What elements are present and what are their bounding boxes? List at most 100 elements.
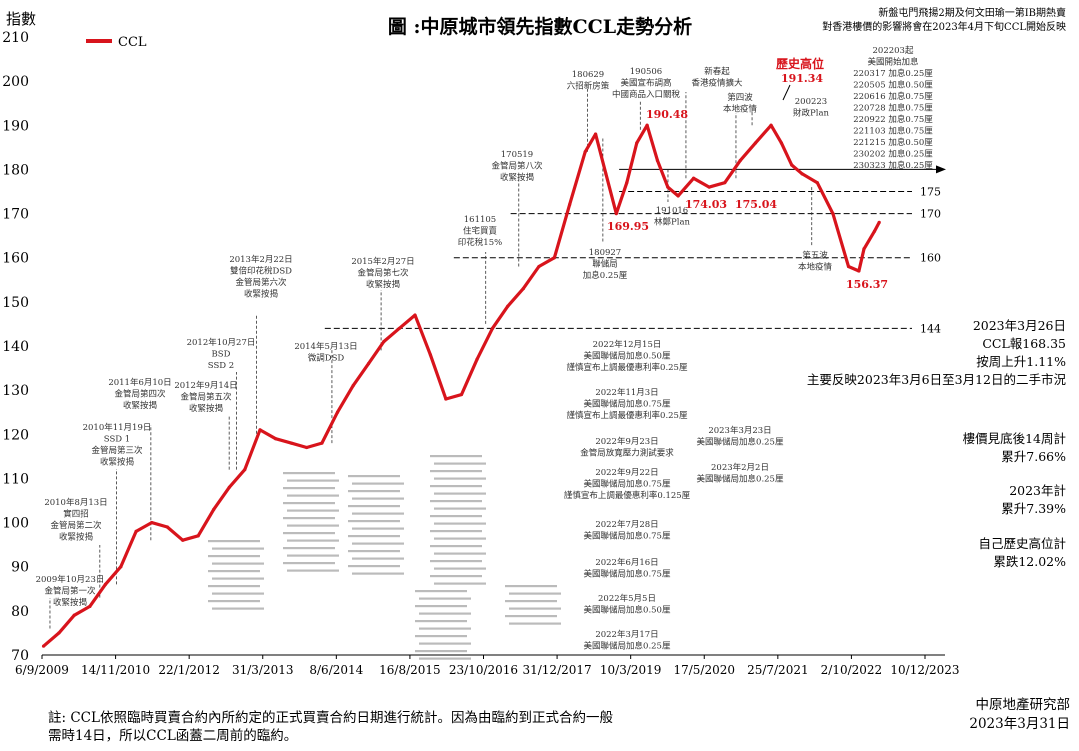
minor-annotation-line: [415, 620, 467, 623]
annotation-text: 印花稅15%: [458, 237, 502, 248]
minor-annotation-line: [208, 570, 260, 573]
minor-annotation-line: [208, 585, 260, 588]
y-tick-label: 70: [11, 648, 29, 664]
annotation-text: 金管局第四次: [114, 389, 166, 400]
annotation-text: 謹慎宣布上調最優惠利率0.25厘: [567, 410, 688, 421]
annotation-text: 170519: [501, 150, 533, 160]
x-tick-label: 22/1/2012: [158, 663, 220, 677]
peak-label: 歷史高位: [776, 56, 824, 71]
annotation-text: 2022年11月3日: [595, 387, 658, 398]
annotation-text: 六招新房策: [567, 81, 610, 92]
minor-annotation-line: [430, 545, 482, 548]
ccl-data-point: [707, 185, 711, 189]
value-label: 156.37: [846, 278, 888, 291]
annotation-text: 收緊按揭: [59, 532, 94, 543]
x-tick-label: 10/12/2023: [890, 663, 959, 677]
reference-line-label: 175: [920, 186, 941, 199]
annotation-text: 新春起: [704, 66, 730, 77]
minor-annotation-line: [283, 562, 335, 565]
minor-annotation-line: [348, 505, 400, 508]
minor-annotation-line: [287, 509, 339, 512]
side-note-text: 累升7.66%: [1001, 449, 1066, 464]
y-tick-label: 140: [2, 339, 29, 355]
ccl-data-point: [676, 194, 680, 198]
annotation-text: 收緊按揭: [123, 400, 158, 411]
annotation-text: 本地疫情: [723, 104, 758, 115]
minor-annotation-line: [434, 462, 486, 465]
annotation-text: 230323 加息0.25厘: [853, 160, 933, 171]
minor-annotation-line: [434, 552, 486, 555]
annotation-text: 美國聯儲局加息0.25厘: [697, 474, 784, 485]
minor-annotation-line: [348, 490, 400, 493]
minor-annotation-line: [352, 557, 404, 560]
annotation-text: 美國開始加息: [867, 57, 919, 68]
annotation-text: 香港疫情擴大: [691, 78, 743, 89]
y-tick-label: 120: [2, 427, 29, 443]
ccl-data-point: [490, 326, 495, 330]
ccl-data-point: [150, 520, 154, 525]
minor-annotation-line: [283, 547, 335, 550]
ccl-data-point: [583, 150, 587, 154]
annotation-text: 收緊按揭: [366, 279, 401, 290]
x-tick-label: 31/12/2017: [522, 663, 591, 677]
minor-annotation-line: [430, 500, 482, 503]
chart-title: 圖 :中原城市領先指數CCL走勢分析: [388, 15, 692, 38]
ccl-data-point: [800, 172, 804, 176]
annotation-text: 謹慎宣布上調最優惠利率0.125厘: [564, 490, 691, 501]
minor-annotation-line: [212, 607, 264, 610]
side-note-text: 累升7.39%: [1001, 501, 1066, 516]
ccl-data-point: [790, 163, 794, 167]
annotation-text: 美國聯儲局加息0.50厘: [584, 605, 671, 616]
x-tick-label: 6/9/2009: [15, 663, 69, 677]
minor-annotation-line: [348, 520, 400, 523]
annotation-text: SSD 2: [208, 361, 234, 371]
annotation-text: 金管局第七次: [357, 268, 409, 279]
annotation-text: 金管局放寬壓力測試要求: [580, 448, 674, 459]
ccl-data-point: [428, 353, 433, 357]
ccl-data-point: [753, 141, 758, 145]
minor-annotation-line: [434, 492, 486, 495]
annotation-text: BSD: [212, 350, 231, 360]
minor-annotation-line: [283, 532, 335, 535]
annotation-text: 金管局第八次: [491, 161, 543, 172]
y-tick-label: 80: [11, 604, 29, 620]
ccl-data-point: [614, 211, 618, 216]
x-tick-label: 10/3/2019: [600, 663, 662, 677]
minor-annotation-line: [509, 592, 561, 595]
annotation-text: 2015年2月27日: [351, 256, 414, 267]
minor-annotation-line: [208, 540, 260, 543]
minor-annotation-line: [348, 535, 400, 538]
minor-annotation-line: [415, 635, 467, 638]
annotation-text: 2010年11月19日: [83, 422, 152, 433]
minor-annotation-line: [287, 494, 339, 497]
side-note-text: 2023年計: [1009, 483, 1066, 498]
ccl-data-point: [655, 159, 660, 163]
annotation-text: 雙倍印花稅DSD: [230, 266, 292, 277]
y-tick-label: 110: [2, 471, 29, 487]
footnote-line2: 需時14日，所以CCL函蓋二周前的臨約。: [48, 727, 297, 744]
minor-annotation-line: [352, 482, 404, 485]
side-note-text: 累跌12.02%: [993, 554, 1066, 569]
annotation-text: 220317 加息0.25厘: [853, 68, 933, 79]
minor-annotation-line: [352, 512, 404, 515]
x-tick-label: 2/10/2022: [821, 663, 883, 677]
ccl-data-point: [351, 384, 355, 388]
annotation-text: 收緊按揭: [189, 403, 224, 414]
annotation-text: 美國聯儲局加息0.75厘: [584, 569, 671, 580]
ccl-data-point: [181, 538, 185, 542]
minor-annotation-line: [509, 622, 561, 625]
annotation-text: 2022年3月17日: [595, 629, 658, 640]
minor-annotation-line: [208, 555, 260, 558]
value-label: 190.48: [646, 108, 688, 121]
ccl-data-point: [243, 468, 247, 472]
minor-annotation-line: [415, 650, 467, 653]
